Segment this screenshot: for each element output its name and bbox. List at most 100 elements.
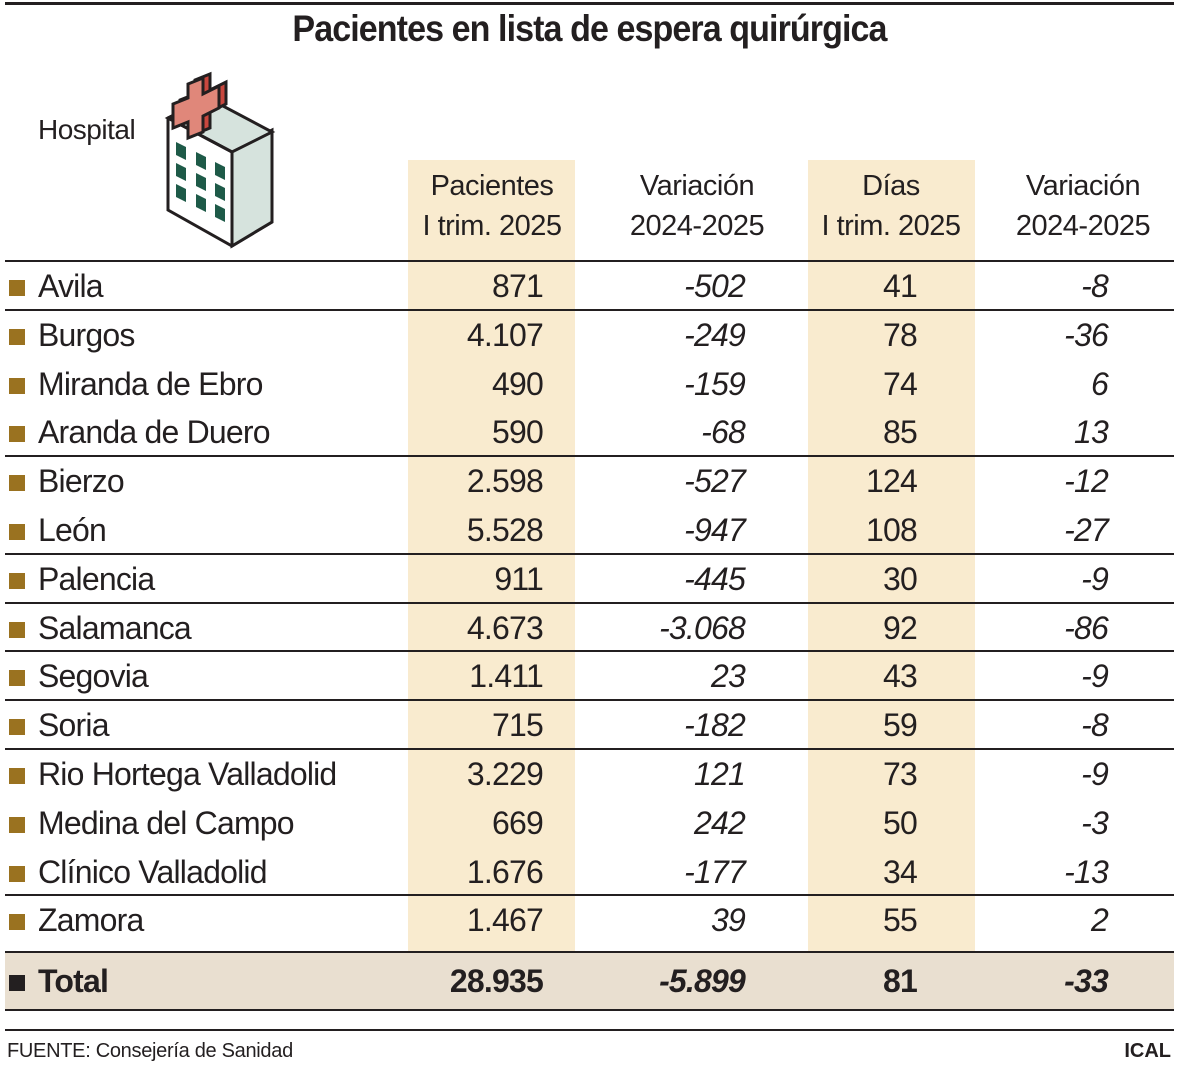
row-bullet	[9, 816, 25, 833]
cell-var-pacientes: 242	[694, 804, 746, 841]
cell-var-pacientes: -177	[684, 853, 746, 890]
row-bullet	[9, 975, 25, 991]
table-row: León 5.528 -947 108 -27	[0, 506, 1179, 555]
cell-dias: 55	[883, 902, 918, 939]
hospital-name: Bierzo	[38, 463, 125, 500]
patients-column-highlight	[408, 160, 575, 1010]
cell-pacientes: 4.107	[466, 316, 544, 353]
cell-var-pacientes: -68	[701, 414, 746, 451]
header-variacion-pacientes: Variación 2024-2025	[597, 166, 797, 246]
table-row: Segovia 1.411 23 43 -9	[0, 652, 1179, 701]
cell-var-dias: -9	[1081, 658, 1109, 695]
cell-dias: 43	[883, 658, 918, 695]
row-bullet	[9, 475, 25, 492]
table-row: Rio Hortega Valladolid 3.229 121 73 -9	[0, 750, 1179, 799]
row-bullet	[9, 670, 25, 687]
header-line: 2024-2025	[1015, 210, 1151, 242]
cell-dias: 50	[883, 804, 918, 841]
cell-pacientes: 490	[492, 365, 544, 402]
cell-var-dias: -33	[1064, 963, 1109, 999]
cell-pacientes: 1.676	[466, 853, 544, 890]
group-divider	[5, 748, 1174, 750]
hospital-name: Medina del Campo	[38, 804, 295, 841]
hospital-name: Total	[38, 963, 109, 999]
source-note: FUENTE: Consejería de Sanidad	[7, 1040, 293, 1062]
cell-var-pacientes: 23	[711, 658, 746, 695]
hospital-name: Rio Hortega Valladolid	[38, 756, 337, 792]
cell-pacientes: 715	[492, 707, 544, 744]
table-row: Bierzo 2.598 -527 124 -12	[0, 457, 1179, 506]
cell-var-pacientes: -947	[684, 512, 746, 548]
footer-rule	[5, 1029, 1174, 1031]
group-divider	[5, 951, 1174, 953]
cell-var-pacientes: -3.068	[659, 609, 746, 646]
row-bullet	[9, 572, 25, 589]
days-column-highlight	[808, 160, 975, 1010]
hospital-name: Miranda de Ebro	[38, 365, 263, 402]
row-bullet	[9, 426, 25, 443]
header-variacion-dias: Variación 2024-2025	[983, 166, 1179, 246]
hospital-column-header: Hospital	[38, 114, 136, 145]
cell-pacientes: 871	[492, 268, 544, 304]
table-row: Salamanca 4.673 -3.068 92 -86	[0, 604, 1179, 653]
cell-pacientes: 1.467	[466, 902, 544, 939]
cell-var-pacientes: 39	[711, 902, 746, 939]
row-bullet	[9, 377, 25, 394]
row-bullet	[9, 768, 25, 784]
cell-pacientes: 28.935	[449, 963, 544, 999]
cell-pacientes: 5.528	[466, 512, 544, 548]
header-line: Pacientes	[430, 170, 554, 202]
table-row: Avila 871 -502 41 -8	[0, 262, 1179, 311]
group-divider	[5, 308, 1174, 311]
row-bullet	[9, 621, 25, 638]
hospital-name: Avila	[38, 268, 104, 304]
hospital-building-icon	[164, 71, 276, 249]
table-row: Miranda de Ebro 490 -159 74 6	[0, 360, 1179, 409]
header-pacientes: Pacientes I trim. 2025	[392, 166, 592, 246]
header-line: I trim. 2025	[422, 210, 562, 242]
agency-credit: ICAL	[1124, 1040, 1171, 1062]
cell-pacientes: 4.673	[466, 609, 544, 646]
row-bullet	[9, 719, 25, 736]
cell-dias: 78	[883, 316, 918, 353]
row-bullet	[9, 328, 25, 345]
total-rule	[5, 1009, 1174, 1011]
cell-dias: 34	[883, 853, 918, 890]
row-bullet	[9, 914, 25, 931]
cell-var-dias: -36	[1064, 316, 1109, 353]
cell-var-pacientes: -527	[684, 463, 746, 500]
cell-pacientes: 669	[492, 804, 544, 841]
cell-var-dias: -9	[1081, 560, 1109, 597]
top-rule	[5, 2, 1174, 5]
cell-var-dias: 2	[1091, 902, 1109, 939]
cell-var-pacientes: -502	[684, 268, 746, 304]
header-rule	[5, 260, 1174, 262]
cell-var-dias: -12	[1064, 463, 1109, 500]
hospital-name: Salamanca	[38, 609, 192, 646]
cell-var-dias: 6	[1091, 365, 1109, 402]
cell-var-dias: -13	[1064, 853, 1109, 890]
cell-var-pacientes: -5.899	[659, 963, 746, 999]
cell-var-pacientes: 121	[694, 756, 746, 792]
cell-var-dias: -8	[1081, 268, 1109, 304]
cell-dias: 124	[866, 463, 918, 500]
table-row: Aranda de Duero 590 -68 85 13	[0, 408, 1179, 457]
cell-var-pacientes: -182	[684, 707, 746, 744]
cell-var-pacientes: -445	[684, 560, 746, 597]
hospital-name: Segovia	[38, 658, 149, 695]
group-divider	[5, 455, 1174, 458]
group-divider	[5, 552, 1174, 555]
cell-dias: 30	[883, 560, 918, 597]
hospital-name: Clínico Valladolid	[38, 853, 268, 890]
hospital-name: Aranda de Duero	[38, 414, 271, 451]
cell-pacientes: 1.411	[469, 658, 544, 695]
cell-var-dias: -86	[1064, 609, 1109, 646]
cell-dias: 73	[883, 756, 918, 792]
cell-pacientes: 3.229	[466, 756, 544, 792]
total-row-background	[5, 953, 1174, 1010]
cell-pacientes: 2.598	[466, 463, 544, 500]
table-row: Soria 715 -182 59 -8	[0, 701, 1179, 750]
table-row: Zamora 1.467 39 55 2	[0, 896, 1179, 945]
hospital-name: León	[38, 512, 107, 548]
